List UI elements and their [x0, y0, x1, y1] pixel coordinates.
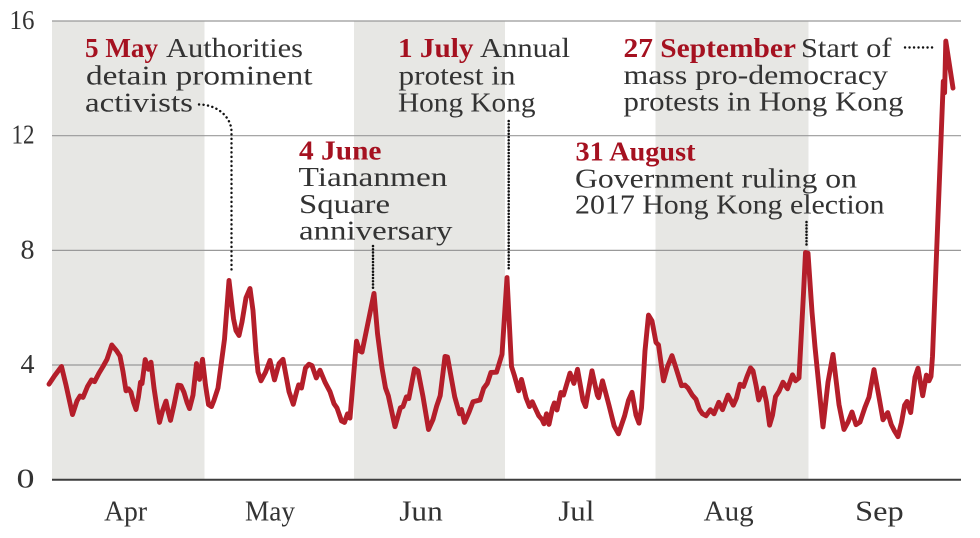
svg-text:anniversary: anniversary: [299, 216, 453, 246]
svg-text:12: 12: [12, 120, 35, 150]
svg-text:1 July: 1 July: [398, 33, 474, 63]
svg-text:protests in Hong Kong: protests in Hong Kong: [624, 87, 904, 117]
svg-text:2017 Hong Kong election: 2017 Hong Kong election: [575, 189, 885, 219]
svg-text:Tiananmen: Tiananmen: [299, 162, 449, 192]
svg-text:5 May: 5 May: [85, 33, 159, 63]
svg-text:Apr: Apr: [104, 497, 148, 528]
svg-text:Jul: Jul: [558, 497, 594, 528]
svg-text:8: 8: [21, 234, 35, 264]
svg-text:Start of: Start of: [801, 33, 892, 63]
svg-text:protest in: protest in: [399, 61, 517, 91]
svg-text:16: 16: [10, 5, 35, 35]
svg-text:4: 4: [21, 349, 36, 379]
svg-text:Square: Square: [299, 189, 390, 219]
svg-text:0: 0: [17, 464, 35, 494]
svg-text:Annual: Annual: [480, 33, 570, 63]
svg-text:mass pro-democracy: mass pro-democracy: [624, 60, 889, 90]
svg-text:27 September: 27 September: [624, 33, 797, 63]
svg-text:May: May: [245, 497, 295, 528]
svg-text:Sep: Sep: [855, 497, 904, 528]
svg-text:Government ruling on: Government ruling on: [575, 163, 858, 193]
svg-text:4 June: 4 June: [299, 136, 382, 166]
svg-text:Aug: Aug: [704, 497, 754, 528]
svg-text:Jun: Jun: [399, 497, 443, 528]
svg-text:Hong Kong: Hong Kong: [398, 88, 536, 118]
svg-text:Authorities: Authorities: [166, 33, 303, 63]
svg-text:activists: activists: [85, 88, 193, 118]
svg-text:detain prominent: detain prominent: [86, 60, 313, 90]
svg-text:31 August: 31 August: [576, 137, 696, 167]
